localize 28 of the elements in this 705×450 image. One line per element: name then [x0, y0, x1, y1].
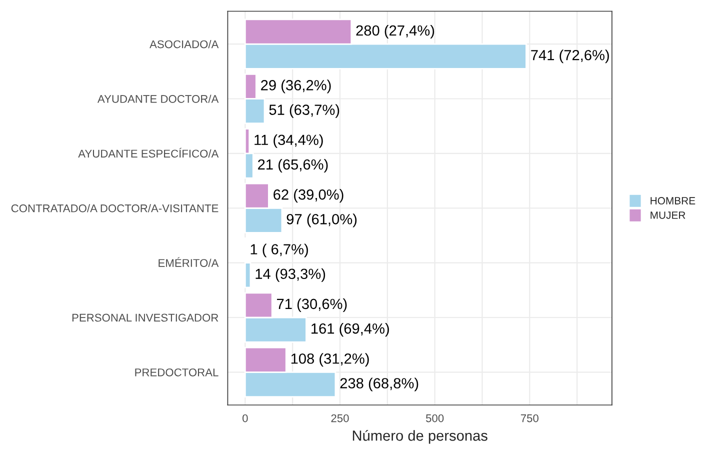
y-tick-label: PERSONAL INVESTIGADOR — [72, 314, 218, 322]
data-label: 108 (31,2%) — [291, 353, 369, 367]
data-label: 51 (63,7%) — [269, 104, 340, 118]
y-tick-label: CONTRATADO/A DOCTOR/A-VISITANTE — [11, 204, 218, 212]
x-tick-label: 0 — [242, 414, 248, 422]
legend-label: MUJER — [650, 212, 686, 219]
data-label: 21 (65,6%) — [258, 158, 328, 173]
data-label: 11 (34,4%) — [254, 134, 323, 148]
legend-label: HOMBRE — [650, 197, 696, 204]
data-label: 62 (39,0%) — [274, 189, 344, 203]
data-label: 71 (30,6%) — [277, 298, 347, 312]
data-label: 161 (69,4%) — [312, 323, 389, 337]
data-label: 97 (61,0%) — [286, 214, 357, 228]
y-tick-label: PREDOCTORAL — [135, 368, 218, 376]
data-label: 238 (68,8%) — [340, 378, 418, 392]
data-label: 14 (93,3%) — [256, 268, 326, 282]
data-label: 1 ( 6,7%) — [250, 244, 308, 258]
data-label: 29 (36,2%) — [261, 80, 331, 94]
data-label: 280 (27,4%) — [356, 24, 434, 39]
y-tick-label: AYUDANTE DOCTOR/A — [97, 94, 219, 103]
y-tick-label: AYUDANTE ESPECÍFICO/A — [78, 148, 219, 158]
x-tick-label: 500 — [426, 414, 444, 422]
x-axis-title: Número de personas — [352, 430, 488, 444]
y-tick-label: ASOCIADO/A — [150, 40, 219, 48]
x-tick-label: 750 — [520, 414, 538, 422]
x-tick-label: 250 — [331, 414, 349, 422]
y-tick-label: EMÉRITO/A — [158, 257, 219, 267]
data-label: 741 (72,6%) — [531, 50, 609, 64]
